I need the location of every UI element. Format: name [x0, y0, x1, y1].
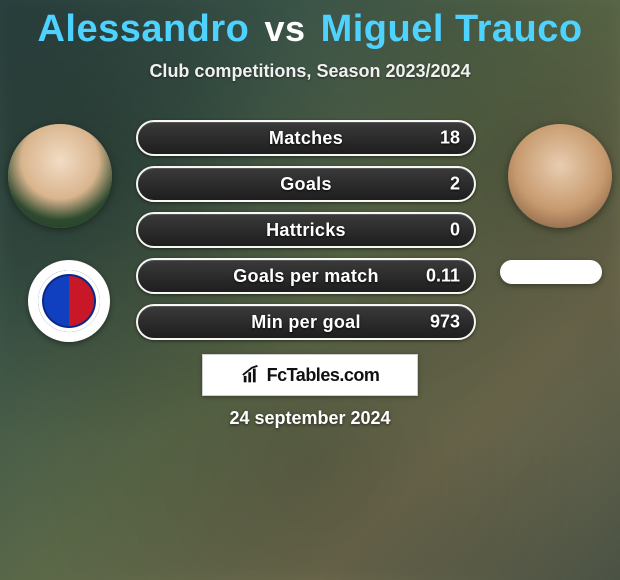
stat-label: Goals per match: [233, 266, 379, 287]
player1-avatar: [8, 124, 112, 228]
bar-chart-icon: [241, 364, 263, 386]
stat-label: Hattricks: [266, 220, 346, 241]
stat-row-hattricks: Hattricks 0: [136, 212, 476, 248]
stats-list: Matches 18 Goals 2 Hattricks 0 Goals per…: [136, 120, 476, 340]
player2-club-crest: [500, 260, 602, 284]
stat-value-right: 0.11: [426, 266, 460, 287]
stat-value-right: 0: [450, 220, 460, 241]
stat-row-min-per-goal: Min per goal 973: [136, 304, 476, 340]
page-title: Alessandro vs Miguel Trauco: [0, 0, 620, 51]
stat-label: Matches: [269, 128, 343, 149]
stat-row-matches: Matches 18: [136, 120, 476, 156]
player1-name: Alessandro: [37, 8, 249, 50]
player2-avatar: [508, 124, 612, 228]
stat-row-goals: Goals 2: [136, 166, 476, 202]
player2-name: Miguel Trauco: [321, 8, 583, 50]
player1-club-crest: [28, 260, 110, 342]
fctables-badge[interactable]: FcTables.com: [202, 354, 418, 396]
fctables-badge-text: FcTables.com: [267, 365, 380, 386]
stat-row-goals-per-match: Goals per match 0.11: [136, 258, 476, 294]
stat-value-right: 973: [430, 312, 460, 333]
stat-label: Goals: [280, 174, 332, 195]
date-text: 24 september 2024: [0, 408, 620, 429]
subtitle: Club competitions, Season 2023/2024: [0, 61, 620, 82]
stat-label: Min per goal: [251, 312, 361, 333]
stat-value-right: 18: [440, 128, 460, 149]
vs-text: vs: [264, 8, 305, 49]
stat-value-right: 2: [450, 174, 460, 195]
